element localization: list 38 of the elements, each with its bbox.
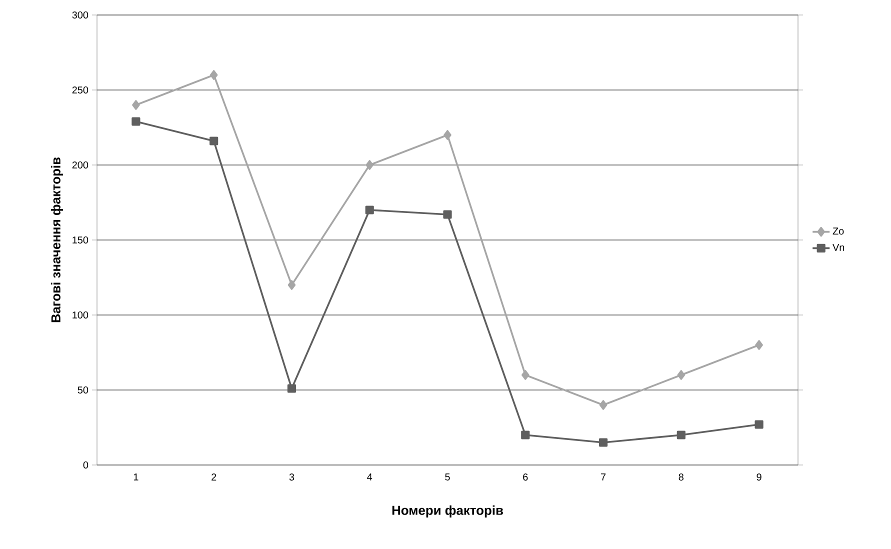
point bbox=[366, 160, 374, 170]
point bbox=[755, 340, 763, 350]
y-tick-label: 300 bbox=[72, 11, 88, 19]
y-axis-title: Вагові значення факторів bbox=[50, 157, 64, 322]
point bbox=[676, 430, 686, 440]
x-tick-label: 2 bbox=[212, 474, 216, 480]
x-tick-label: 9 bbox=[756, 474, 762, 481]
x-tick-label: 4 bbox=[367, 474, 372, 480]
x-tick-label: 3 bbox=[289, 474, 294, 481]
point bbox=[521, 370, 530, 380]
point bbox=[288, 280, 296, 290]
point bbox=[599, 400, 608, 410]
y-tick-label: 0 bbox=[83, 461, 88, 469]
x-axis-title: Номери факторів bbox=[392, 505, 503, 518]
x-tick-label: 8 bbox=[678, 474, 684, 481]
legend-label: Zo bbox=[832, 228, 844, 235]
point bbox=[677, 370, 686, 380]
point bbox=[598, 438, 608, 447]
x-tick-label: 7 bbox=[601, 474, 606, 480]
y-tick-label: 150 bbox=[72, 236, 88, 244]
point bbox=[132, 100, 140, 110]
point bbox=[210, 136, 218, 146]
x-tick-label: 6 bbox=[523, 474, 528, 481]
point bbox=[210, 70, 218, 80]
point bbox=[444, 130, 452, 140]
point bbox=[443, 210, 452, 219]
point bbox=[521, 430, 530, 440]
y-tick-label: 250 bbox=[72, 86, 88, 94]
y-tick-label: 200 bbox=[72, 161, 88, 169]
point bbox=[287, 384, 296, 393]
legend-label: Vn bbox=[832, 244, 844, 251]
point bbox=[365, 206, 374, 214]
x-tick-label: 5 bbox=[445, 474, 450, 480]
point bbox=[132, 117, 140, 126]
y-tick-label: 100 bbox=[72, 311, 88, 319]
y-tick-label: 50 bbox=[78, 386, 88, 394]
point bbox=[754, 420, 764, 429]
x-tick-label: 1 bbox=[134, 474, 138, 480]
